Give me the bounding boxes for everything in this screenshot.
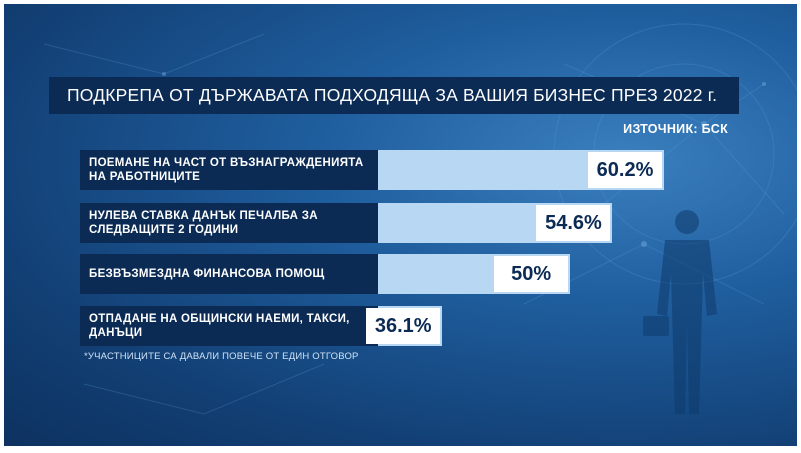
chart-title: ПОДКРЕПА ОТ ДЪРЖАВАТА ПОДХОДЯЩА ЗА ВАШИЯ… [49,77,739,114]
value-label: 50% [494,256,569,292]
source-label: ИЗТОЧНИК: БСК [623,122,728,136]
value-label: 36.1% [366,308,441,344]
value-label: 54.6% [536,205,611,241]
value-label: 60.2% [588,152,662,188]
businessman-illustration [643,210,717,414]
footnote: *УЧАСТНИЦИТЕ СА ДАВАЛИ ПОВЕЧЕ ОТ ЕДИН ОТ… [84,351,359,362]
category-label: НУЛЕВА СТАВКА ДАНЪК ПЕЧАЛБА ЗА СЛЕДВАЩИТ… [80,203,378,243]
category-label: БЕЗВЪЗМЕЗДНА ФИНАНСОВА ПОМОЩ [80,254,378,294]
category-label: ОТПАДАНЕ НА ОБЩИНСКИ НАЕМИ, ТАКСИ, ДАНЪЦ… [80,306,378,346]
category-label: ПОЕМАНЕ НА ЧАСТ ОТ ВЪЗНАГРАЖДЕНИЯТА НА Р… [80,150,378,190]
